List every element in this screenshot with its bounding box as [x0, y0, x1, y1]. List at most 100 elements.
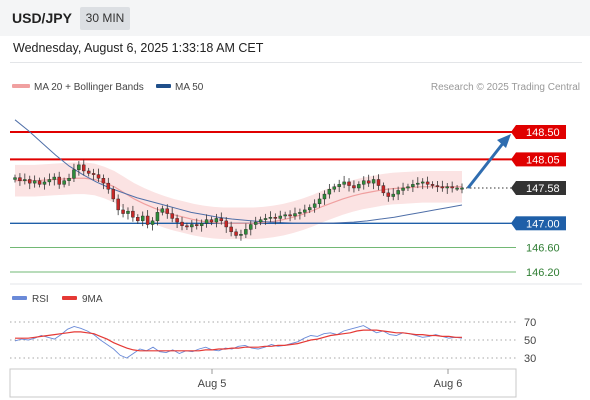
- candle-body: [190, 224, 194, 228]
- level-label: 148.50: [526, 127, 560, 139]
- moving-averages: [14, 119, 463, 224]
- candle-body: [121, 209, 125, 214]
- ma20-line: [15, 177, 462, 224]
- candle-body: [185, 225, 189, 228]
- candle-body: [175, 218, 179, 223]
- candle-body: [77, 164, 81, 170]
- level-label: 146.20: [526, 267, 560, 279]
- candle-body: [111, 189, 115, 200]
- candle-body: [312, 203, 317, 208]
- rsi-tick-label: 50: [524, 335, 536, 347]
- candle-body: [293, 213, 297, 217]
- candle-body: [386, 192, 391, 197]
- candle-body: [401, 187, 405, 191]
- level-label: 148.05: [526, 154, 560, 166]
- candle-body: [131, 210, 135, 218]
- candle-body: [155, 212, 160, 222]
- candle-body: [37, 180, 42, 185]
- candle-body: [13, 177, 17, 180]
- candle-body: [357, 184, 361, 189]
- candle-body: [170, 213, 174, 219]
- candle-body: [219, 218, 224, 222]
- candle-body: [229, 226, 233, 233]
- candle-body: [150, 220, 155, 225]
- target-arrow-head: [497, 134, 511, 148]
- candle-body: [234, 231, 238, 236]
- candle-body: [52, 176, 57, 180]
- ma50-line: [14, 119, 463, 224]
- timestamp: Wednesday, August 6, 2025 1:33:18 AM CET: [13, 41, 264, 55]
- candle-body: [204, 219, 209, 224]
- candle-body: [430, 184, 435, 186]
- candle-body: [253, 221, 258, 225]
- level-label-pointer: [511, 216, 516, 231]
- candle-body: [199, 223, 204, 226]
- candle-body: [101, 178, 106, 184]
- level-label-pointer: [511, 125, 516, 139]
- candle-body: [391, 193, 395, 197]
- timeframe-chip[interactable]: 30 MIN: [80, 7, 130, 30]
- candle-body: [440, 186, 445, 189]
- candle-body: [195, 224, 199, 226]
- candle-body: [308, 207, 312, 211]
- candle-body: [332, 186, 337, 190]
- x-axis-frame: [9, 368, 517, 398]
- candle-body: [416, 182, 420, 185]
- candle-body: [303, 209, 307, 213]
- rsi-ma-legend-swatch: [62, 296, 77, 300]
- candle-body: [91, 173, 96, 175]
- candle-body: [96, 174, 101, 179]
- candle-body: [32, 180, 37, 184]
- candle-body: [362, 180, 366, 185]
- level-labels: 148.50 148.05 147.58 147.00 146.60 146.20: [466, 125, 566, 279]
- candle-body: [322, 193, 327, 200]
- x-axis: Aug 5 Aug 6: [198, 369, 462, 390]
- chart-header: USD/JPY 30 MIN: [0, 0, 590, 36]
- candle-body: [72, 169, 76, 179]
- symbol-label: USD/JPY: [12, 10, 72, 26]
- level-label-box-support: [516, 216, 566, 231]
- ma20-legend-swatch: [12, 84, 30, 88]
- candle-body: [244, 229, 248, 235]
- candle-body: [23, 179, 27, 181]
- candle-body: [317, 198, 322, 205]
- level-label: 146.60: [526, 243, 560, 255]
- rsi-line: [14, 325, 463, 359]
- candle-body: [160, 208, 165, 213]
- ma20-legend-label: MA 20 + Bollinger Bands: [34, 82, 144, 93]
- candle-body: [327, 189, 332, 195]
- candle-body: [278, 215, 282, 219]
- candle-body: [249, 224, 253, 230]
- level-label: 147.00: [526, 218, 560, 230]
- x-tick-label: Aug 5: [198, 378, 227, 390]
- ma50-legend-label: MA 50: [175, 82, 204, 93]
- level-label-pointer: [511, 152, 516, 167]
- candle-body: [381, 185, 386, 194]
- rsi-legend-swatch: [12, 296, 27, 300]
- candle-body: [371, 179, 376, 184]
- candle-body: [86, 170, 91, 174]
- research-credit: Research © 2025 Trading Central: [431, 82, 580, 93]
- header-divider: [10, 62, 582, 63]
- candle-body: [28, 179, 32, 184]
- candle-body: [62, 180, 66, 185]
- candle-body: [116, 198, 120, 211]
- candle-body: [396, 190, 400, 195]
- candle-body: [460, 187, 464, 190]
- candle-body: [214, 218, 219, 223]
- candle-body: [298, 212, 302, 214]
- candle-body: [140, 215, 145, 222]
- candlesticks: [13, 159, 464, 241]
- level-label-pointer: [511, 181, 516, 195]
- candle-body: [342, 181, 346, 185]
- candle-body: [165, 208, 169, 214]
- candle-body: [136, 217, 140, 222]
- level-label-box-resistance: [516, 125, 566, 139]
- bollinger-band-area: [15, 162, 462, 240]
- candle-body: [47, 179, 52, 183]
- level-label-box-resistance: [516, 152, 566, 167]
- target-arrow-shaft: [466, 141, 506, 189]
- candle-body: [258, 219, 263, 223]
- candle-body: [82, 164, 86, 172]
